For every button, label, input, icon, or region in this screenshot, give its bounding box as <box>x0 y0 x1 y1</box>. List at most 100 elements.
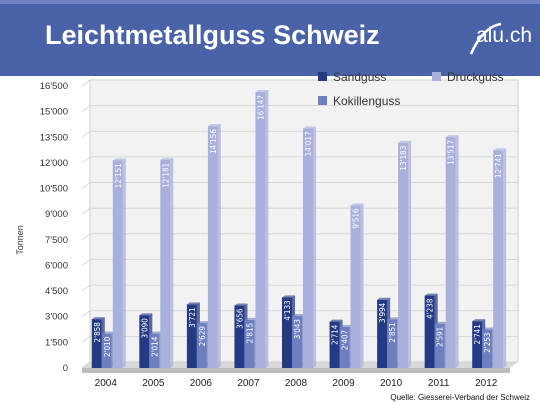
x-tick-label: 2004 <box>95 378 118 389</box>
bar-druckguss <box>350 203 364 368</box>
gridline-side <box>81 182 91 189</box>
y-tick-label: 12'000 <box>40 158 68 169</box>
bar-top <box>434 321 448 324</box>
bar-top <box>387 317 401 320</box>
x-tick-label: 2007 <box>237 378 260 389</box>
bar-top <box>196 321 210 324</box>
x-tick-label: 2008 <box>285 378 308 389</box>
bar-top <box>303 126 316 129</box>
bar-top <box>244 317 258 320</box>
bar-side <box>408 140 412 368</box>
bar-druckguss <box>160 157 174 368</box>
data-label: 12'181 <box>161 163 170 188</box>
data-label: 3'043 <box>293 319 302 339</box>
header-banner: Leichtmetallguss Schweiz alu.ch <box>0 0 540 76</box>
bar-front <box>139 315 150 368</box>
bar-top <box>482 327 496 330</box>
y-tick-label: 3'000 <box>45 312 68 323</box>
bar-top <box>292 313 305 316</box>
y-tick-label: 0 <box>63 363 68 374</box>
bar-front <box>112 160 123 368</box>
data-label: 12'741 <box>494 153 503 178</box>
logo-text: alu.ch <box>476 24 533 47</box>
gridline-side <box>81 233 91 241</box>
gridline-side <box>81 207 91 215</box>
bar-front <box>292 315 302 368</box>
x-tick-label: 2012 <box>475 378 498 389</box>
y-tick-label: 15'000 <box>40 107 68 118</box>
gridline-side <box>81 130 91 138</box>
bar-side <box>122 158 126 368</box>
bar-side <box>217 124 221 368</box>
bar-top <box>207 124 221 127</box>
bar-top <box>91 317 105 320</box>
x-tick-label: 2009 <box>332 378 355 389</box>
bar-front <box>398 142 409 368</box>
bar-druckguss <box>255 90 269 369</box>
bar-side <box>265 90 269 369</box>
bar-top <box>149 331 163 334</box>
y-tick-label: 16'500 <box>40 81 68 92</box>
gridline-side <box>81 310 91 318</box>
bar-top <box>186 302 200 305</box>
legend-swatch <box>432 72 441 81</box>
bar-top <box>350 203 364 206</box>
bar-front <box>472 321 483 368</box>
gridline-side <box>81 156 91 164</box>
page-title: Leichtmetallguss Schweiz <box>45 20 380 50</box>
bar-front <box>282 297 292 368</box>
data-label: 4'238 <box>426 298 435 319</box>
bar-top <box>282 295 295 298</box>
bar-side <box>313 126 316 368</box>
data-label: 2'253 <box>483 332 492 352</box>
gridline-side <box>81 105 91 112</box>
data-label: 4'133 <box>283 300 292 320</box>
source-note: Quelle: Giesserei-Verband der Schweiz <box>390 393 530 402</box>
alu-logo: alu.ch <box>465 20 535 60</box>
bar-druckguss <box>207 124 221 368</box>
bar-front <box>255 92 266 369</box>
bar-top <box>112 158 126 161</box>
bar-front <box>244 319 255 368</box>
data-label: 16'147 <box>256 95 265 120</box>
bar-top <box>139 313 153 316</box>
gridline-side <box>81 79 91 87</box>
bar-top <box>255 90 269 93</box>
data-label: 2'741 <box>473 324 482 344</box>
bar-top <box>493 148 507 151</box>
data-label: 3'994 <box>378 302 387 323</box>
x-tick-label: 2005 <box>142 378 165 389</box>
bar-side <box>170 157 174 368</box>
y-tick-label: 1'500 <box>45 337 68 348</box>
bar-top <box>160 157 174 160</box>
bar-front <box>339 326 350 368</box>
bar-druckguss <box>398 140 412 368</box>
data-label: 2'851 <box>388 322 397 342</box>
data-label: 2'010 <box>103 336 112 357</box>
data-label: 3'656 <box>235 308 244 329</box>
bar-front <box>387 319 398 368</box>
bar-front <box>101 333 112 368</box>
x-tick-label: 2010 <box>380 378 403 389</box>
bar-front <box>434 323 445 368</box>
data-label: 9'516 <box>352 208 361 229</box>
bar-side <box>360 203 364 368</box>
bar-top <box>234 303 248 306</box>
bar-front <box>186 304 197 368</box>
data-label: 13'517 <box>447 140 456 165</box>
bar-top <box>424 293 438 296</box>
gridline-side <box>81 284 91 292</box>
data-label: 2'858 <box>93 322 102 343</box>
data-label: 14'156 <box>209 129 218 154</box>
data-label: 12'151 <box>114 163 123 188</box>
legend-label: Kokillenguss <box>333 94 400 108</box>
bar-front <box>149 333 160 368</box>
bar-top <box>101 331 115 334</box>
bar-front <box>196 323 207 368</box>
y-tick-label: 9'000 <box>45 209 68 220</box>
bar-front <box>207 126 218 368</box>
data-label: 2'014 <box>150 336 159 357</box>
bar-top <box>445 134 459 137</box>
y-tick-label: 6'000 <box>45 260 68 271</box>
